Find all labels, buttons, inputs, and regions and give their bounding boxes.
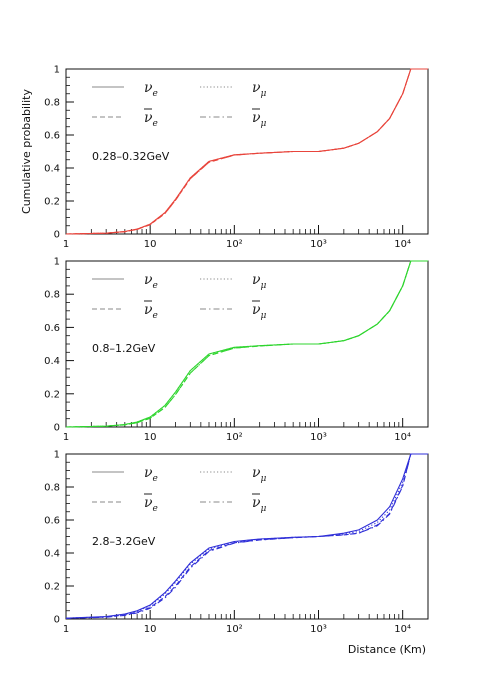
y-tick-label: 0.8 bbox=[44, 290, 60, 301]
x-tick-label: 10⁴ bbox=[394, 432, 411, 443]
legend-symbol: ν bbox=[144, 272, 153, 288]
y-tick-label: 0.6 bbox=[44, 131, 60, 142]
energy-range-label: 0.8–1.2GeV bbox=[92, 342, 156, 355]
legend-subscript: e bbox=[153, 119, 158, 129]
legend-symbol: ν bbox=[252, 302, 261, 318]
legend-subscript: μ bbox=[261, 311, 267, 321]
y-axis-title: Cumulative probability bbox=[20, 89, 33, 214]
legend-symbol: ν bbox=[144, 495, 153, 511]
legend-subscript: μ bbox=[261, 119, 267, 129]
y-tick-label: 0.4 bbox=[44, 356, 60, 367]
legend-subscript: μ bbox=[261, 89, 267, 99]
legend-symbol: ν bbox=[252, 110, 261, 126]
y-tick-label: 0.2 bbox=[44, 197, 60, 208]
energy-range-label: 0.28–0.32GeV bbox=[92, 150, 170, 163]
y-tick-label: 1 bbox=[54, 450, 60, 461]
legend-symbol: ν bbox=[252, 495, 261, 511]
x-tick-label: 1 bbox=[63, 239, 69, 250]
y-tick-label: 0.8 bbox=[44, 483, 60, 494]
legend-label: νe bbox=[144, 465, 158, 484]
legend-subscript: e bbox=[153, 311, 158, 321]
series-line-dashdot bbox=[65, 453, 428, 619]
x-tick-label: 10 bbox=[144, 624, 157, 635]
y-tick-label: 0 bbox=[54, 423, 60, 434]
series-line-dashdot bbox=[65, 68, 428, 235]
series-line-solid bbox=[65, 453, 428, 619]
y-tick-label: 0 bbox=[54, 615, 60, 626]
y-tick-label: 0.6 bbox=[44, 323, 60, 334]
legend-subscript: e bbox=[153, 89, 158, 99]
legend-symbol: ν bbox=[144, 302, 153, 318]
x-tick-label: 10² bbox=[226, 624, 243, 635]
legend-label: νμ bbox=[252, 465, 267, 484]
legend-label: νe bbox=[144, 495, 158, 514]
x-tick-label: 1 bbox=[63, 432, 69, 443]
y-tick-label: 0.6 bbox=[44, 516, 60, 527]
legend-label: νe bbox=[144, 302, 158, 321]
y-tick-label: 0.2 bbox=[44, 389, 60, 400]
legend-subscript: μ bbox=[261, 281, 267, 291]
y-tick-label: 0.2 bbox=[44, 582, 60, 593]
legend-symbol: ν bbox=[144, 80, 153, 96]
legend-subscript: e bbox=[153, 474, 158, 484]
legend-symbol: ν bbox=[144, 110, 153, 126]
x-tick-label: 10³ bbox=[310, 624, 327, 635]
series-line-dashed bbox=[65, 453, 428, 619]
y-tick-label: 0.4 bbox=[44, 164, 60, 175]
y-tick-label: 1 bbox=[54, 257, 60, 268]
legend-label: νμ bbox=[252, 272, 267, 291]
x-tick-label: 10³ bbox=[310, 239, 327, 250]
x-tick-label: 10⁴ bbox=[394, 624, 411, 635]
y-tick-label: 0.8 bbox=[44, 98, 60, 109]
x-tick-label: 10 bbox=[144, 239, 157, 250]
x-tick-label: 10² bbox=[226, 432, 243, 443]
legend-label: νe bbox=[144, 110, 158, 129]
legend-label: νμ bbox=[252, 80, 267, 99]
legend-label: νe bbox=[144, 80, 158, 99]
legend-subscript: μ bbox=[261, 474, 267, 484]
x-tick-label: 1 bbox=[63, 624, 69, 635]
y-tick-label: 0.4 bbox=[44, 549, 60, 560]
legend-label: νμ bbox=[252, 302, 267, 321]
legend-symbol: ν bbox=[252, 465, 261, 481]
y-tick-label: 0 bbox=[54, 230, 60, 241]
legend-symbol: ν bbox=[252, 272, 261, 288]
legend-label: νμ bbox=[252, 495, 267, 514]
y-tick-label: 1 bbox=[54, 65, 60, 76]
x-tick-label: 10 bbox=[144, 432, 157, 443]
x-tick-label: 10⁴ bbox=[394, 239, 411, 250]
x-tick-label: 10³ bbox=[310, 432, 327, 443]
legend-subscript: e bbox=[153, 281, 158, 291]
legend-label: νe bbox=[144, 272, 158, 291]
x-axis-title: Distance (Km) bbox=[348, 643, 426, 656]
legend-subscript: μ bbox=[261, 504, 267, 514]
series-line-dashdot bbox=[65, 260, 428, 428]
legend-symbol: ν bbox=[252, 80, 261, 96]
series-line-dotted bbox=[65, 453, 428, 619]
legend-symbol: ν bbox=[144, 465, 153, 481]
legend-subscript: e bbox=[153, 504, 158, 514]
x-tick-label: 10² bbox=[226, 239, 243, 250]
energy-range-label: 2.8–3.2GeV bbox=[92, 535, 156, 548]
legend-label: νμ bbox=[252, 110, 267, 129]
